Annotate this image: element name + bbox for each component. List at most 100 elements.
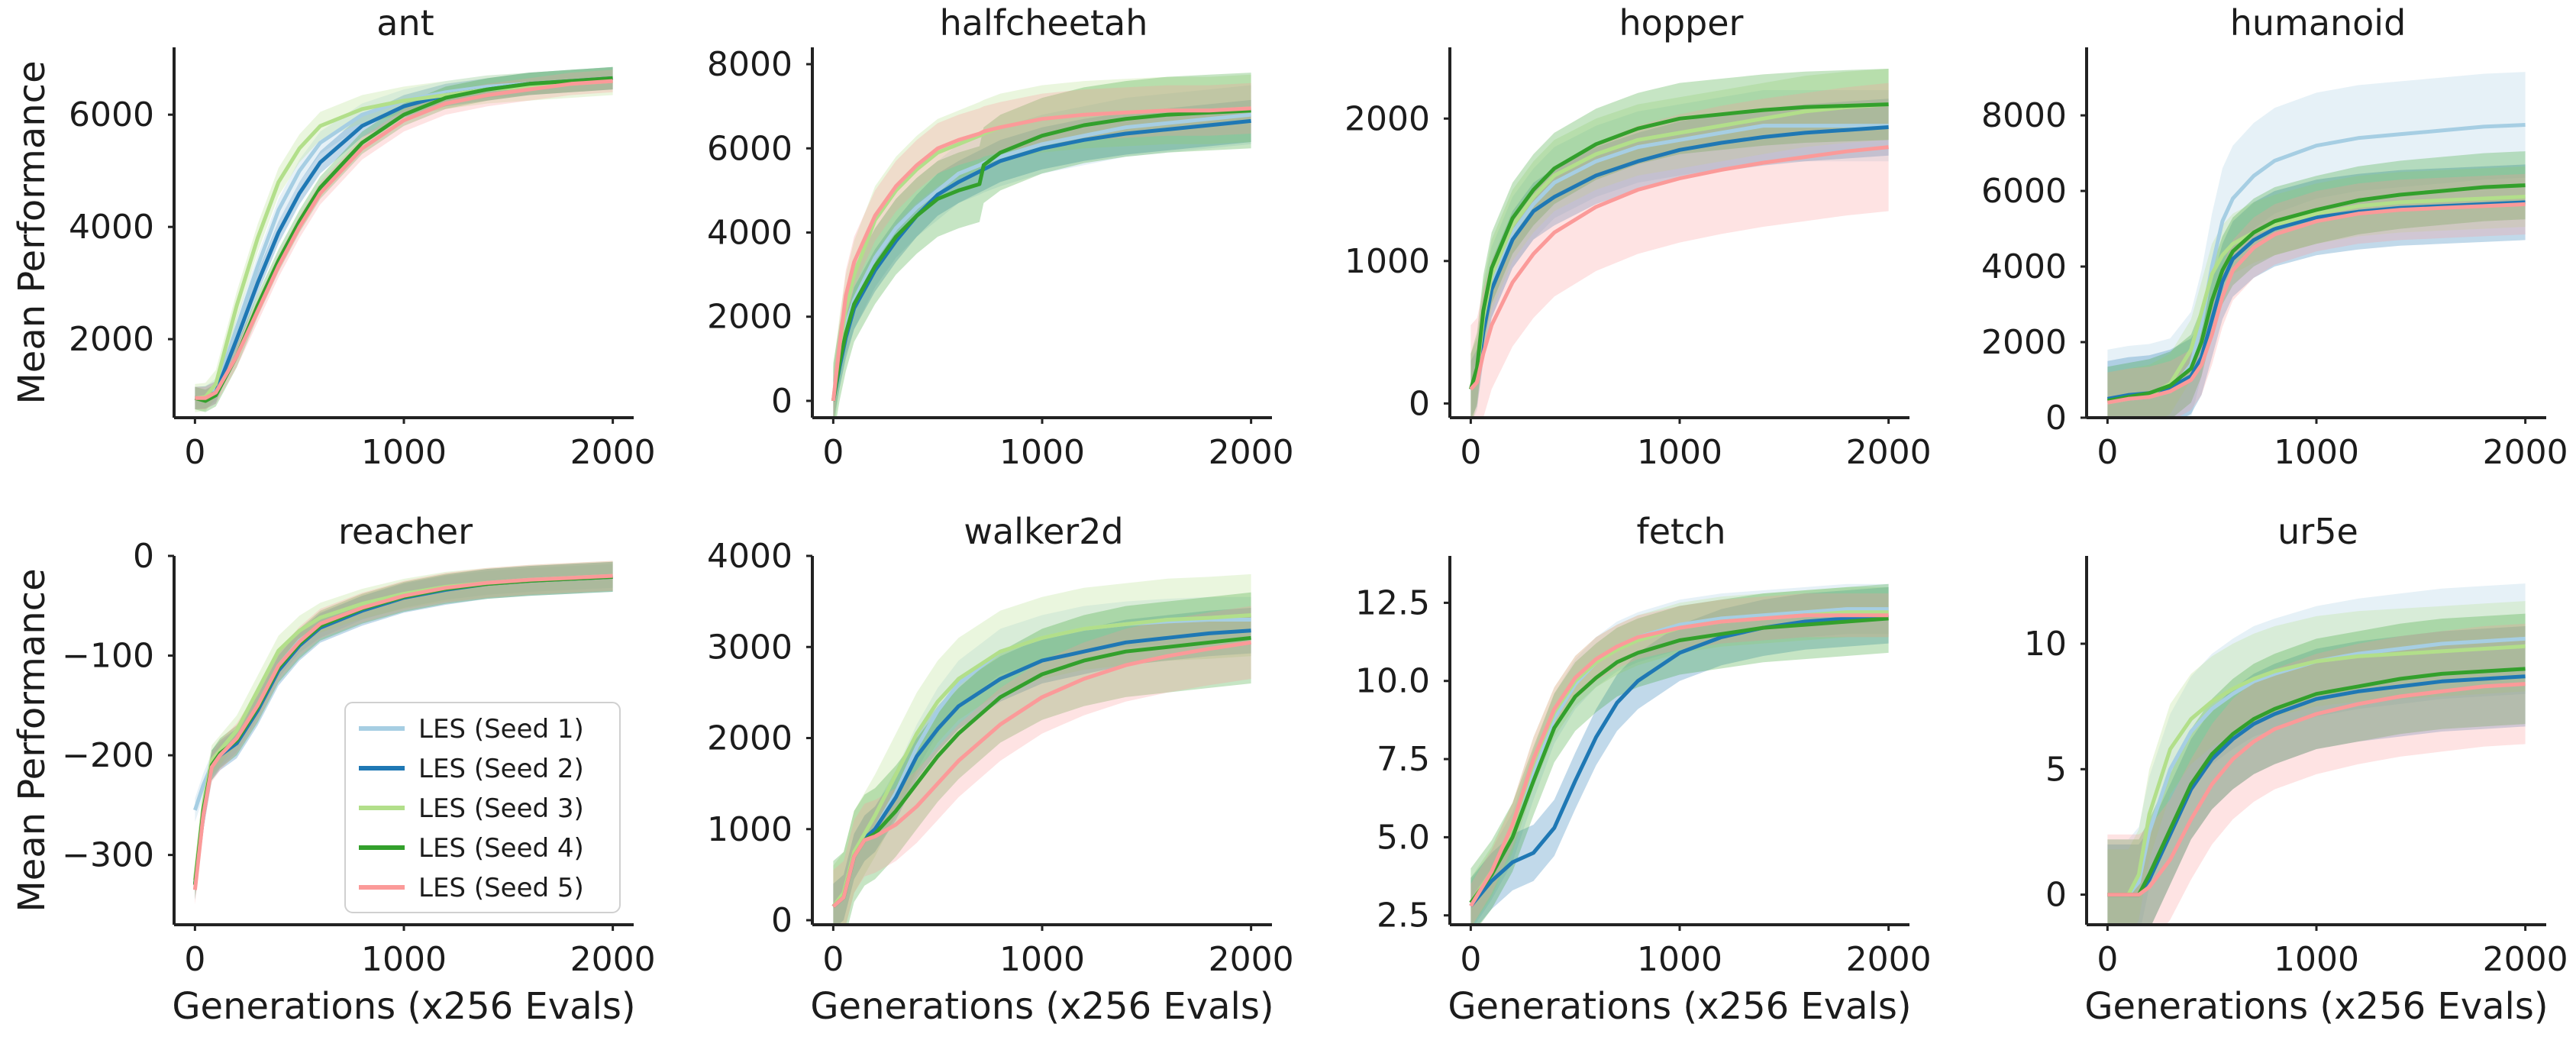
subplot-halfcheetah: 0 1000 2000 0 2000 4000 6000 8000 halfcheetah (707, 2, 1294, 472)
band-seed-1 (195, 564, 613, 822)
y-tick-label: 0 (771, 901, 792, 940)
x-tick-label: 2000 (570, 433, 656, 472)
y-tick-label: 6000 (69, 95, 154, 134)
y-tick-label: 4000 (707, 214, 792, 253)
y-tick-label: 4000 (1981, 247, 2067, 286)
x-tick-label: 2000 (2483, 940, 2568, 979)
x-tick-label: 2000 (570, 940, 656, 979)
band-seed-3 (2107, 601, 2526, 925)
line-seed-5 (2107, 682, 2526, 897)
y-tick-label: 10.0 (1355, 662, 1430, 701)
band-seed-2 (2107, 626, 2526, 925)
line-seed-5 (1469, 613, 1889, 907)
line-seed-5 (1469, 145, 1889, 391)
x-tick-label: 2000 (1209, 433, 1294, 472)
line-seed-3 (831, 613, 1251, 908)
subplot-title: ur5e (2277, 511, 2358, 552)
y-tick-label: 2000 (707, 719, 792, 758)
x-tick-label: 1000 (1637, 433, 1722, 472)
x-tick-label: 2000 (1846, 940, 1932, 979)
band-seed-3 (1470, 586, 1889, 925)
y-axis-label: Mean Performance (11, 60, 53, 404)
x-tick-label: 0 (1460, 940, 1481, 979)
line-seed-5 (2106, 202, 2526, 405)
x-axis-label: Generations (x256 Evals) (172, 985, 635, 1028)
band-seed-3 (833, 74, 1251, 418)
line-seed-4 (1469, 102, 1889, 390)
x-tick-label: 2000 (1209, 940, 1294, 979)
y-tick-label: 0 (1409, 384, 1430, 423)
y-tick-label: 3000 (707, 628, 792, 667)
subplot-title: humanoid (2230, 2, 2407, 44)
band-seed-1 (2107, 583, 2526, 925)
legend-label-seed-3: LES (Seed 3) (418, 793, 584, 824)
x-tick-label: 0 (184, 433, 205, 472)
x-tick-label: 0 (1460, 433, 1481, 472)
subplot-title: hopper (1619, 2, 1744, 44)
band-seed-2 (2107, 164, 2526, 418)
band-seed-2 (833, 99, 1251, 418)
y-tick-label: 0 (771, 382, 792, 421)
legend-label-seed-5: LES (Seed 5) (418, 873, 584, 903)
y-tick-label: 2000 (707, 298, 792, 337)
subplot-ur5e: 0 1000 2000 0 5 10 ur5e Generations (x256 Evals… (2024, 511, 2568, 1028)
band-seed-5 (833, 606, 1251, 925)
x-tick-label: 0 (822, 940, 844, 979)
y-tick-label: 2.5 (1377, 896, 1430, 935)
band-seed-4 (833, 73, 1251, 418)
y-tick-label: 6000 (707, 129, 792, 168)
y-tick-label: 2000 (69, 320, 154, 359)
x-axis-label: Generations (x256 Evals) (810, 985, 1273, 1028)
y-tick-label: 4000 (707, 537, 792, 576)
subplot-title: walker2d (964, 511, 1123, 552)
x-tick-label: 1000 (361, 940, 447, 979)
x-tick-label: 1000 (2274, 433, 2359, 472)
legend-label-seed-2: LES (Seed 2) (418, 754, 584, 784)
line-seed-5 (192, 573, 613, 890)
x-tick-label: 1000 (2274, 940, 2359, 979)
legend-label-seed-4: LES (Seed 4) (418, 833, 584, 864)
plot-area (2106, 72, 2526, 418)
y-tick-label: 1000 (1344, 242, 1430, 281)
x-tick-label: 1000 (361, 433, 447, 472)
subplot-title: reacher (338, 511, 473, 552)
y-tick-label: 6000 (1981, 172, 2067, 211)
line-seed-5 (831, 640, 1251, 908)
plot-area (2107, 583, 2526, 925)
band-seed-3 (195, 66, 613, 412)
subplot-title: halfcheetah (940, 2, 1148, 44)
subplot-reacher: 0 1000 2000 −300 −200 −100 0 reacher Generations… (11, 511, 656, 1028)
plot-area (192, 560, 613, 905)
y-tick-label: 0 (133, 537, 154, 576)
subplot-fetch: 0 1000 2000 2.5 5.0 7.5 10.0 12.5 fetch Generatio… (1355, 511, 1932, 1028)
y-tick-label: 2000 (1344, 99, 1430, 138)
band-seed-5 (833, 82, 1251, 418)
y-tick-label: 1000 (707, 810, 792, 849)
x-tick-label: 0 (822, 433, 844, 472)
y-tick-label: 8000 (1981, 96, 2067, 135)
band-seed-2 (833, 608, 1251, 925)
subplot-hopper: 0 1000 2000 0 1000 2000 hopper (1344, 2, 1932, 472)
band-seed-4 (2107, 151, 2526, 418)
y-tick-label: 0 (2045, 399, 2067, 438)
x-tick-label: 1000 (999, 940, 1085, 979)
x-tick-label: 0 (184, 940, 205, 979)
band-seed-1 (2107, 72, 2526, 418)
y-tick-label: 2000 (1981, 323, 2067, 362)
legend: LES (Seed 1) LES (Seed 2) LES (Seed 3) LES … (344, 702, 621, 913)
y-tick-label: 5 (2045, 750, 2067, 789)
line-seed-4 (831, 108, 1251, 402)
y-tick-label: −200 (62, 736, 154, 775)
y-tick-label: 0 (2045, 876, 2067, 915)
band-seed-2 (195, 66, 613, 409)
subplot-walker2d: 0 1000 2000 0 1000 2000 3000 4000 walker2d Genera… (707, 511, 1294, 1028)
band-seed-5 (2107, 623, 2526, 925)
legend-frame (344, 702, 621, 913)
x-tick-label: 0 (2097, 940, 2118, 979)
band-seed-2 (1470, 99, 1889, 418)
x-tick-label: 1000 (1637, 940, 1722, 979)
subplot-title: ant (376, 2, 434, 44)
plot-area (831, 73, 1251, 418)
x-axis-label: Generations (x256 Evals) (1448, 985, 1911, 1028)
